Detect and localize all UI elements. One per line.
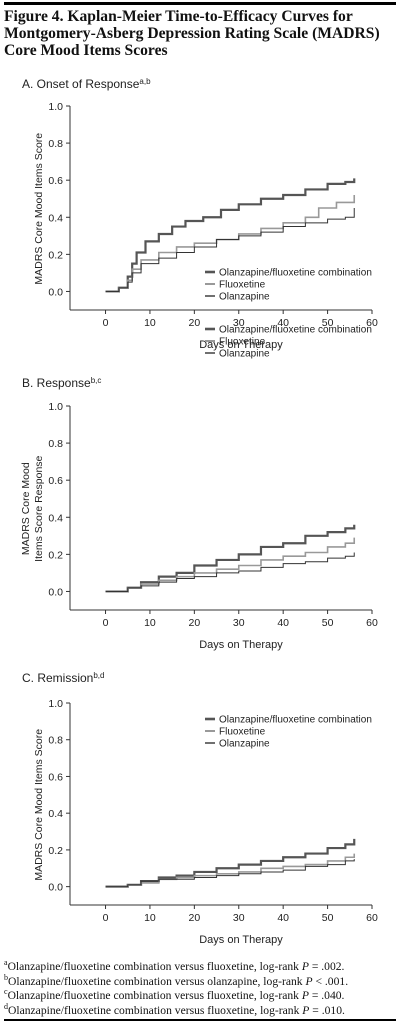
panel-title-superscript: b,d	[93, 671, 104, 680]
x-tick-label: 50	[322, 617, 334, 629]
y-tick-label: 0.6	[48, 175, 63, 187]
top-rule	[4, 2, 396, 5]
y-tick-label: 0.8	[48, 438, 63, 450]
y-tick-label: 0.8	[48, 138, 63, 150]
y-tick-label: 0.4	[48, 512, 63, 524]
x-tick-label: 40	[277, 912, 289, 924]
y-axis-label: Items Score Response	[33, 455, 45, 561]
x-axis-label: Days on Therapy	[199, 639, 283, 651]
legend-entry: Olanzapine/fluoxetine combination	[219, 268, 372, 279]
series-line	[105, 208, 355, 292]
series-line	[105, 552, 355, 592]
footnotes: aOlanzapine/fluoxetine combination versu…	[4, 958, 398, 1018]
series-line	[105, 838, 356, 888]
y-tick-label: 1.0	[48, 101, 63, 113]
footnote-b: bOlanzapine/fluoxetine combination versu…	[4, 972, 349, 988]
x-tick-label: 20	[189, 617, 201, 629]
x-tick-label: 0	[103, 617, 109, 629]
y-tick-label: 0.0	[48, 286, 63, 298]
x-tick-label: 50	[322, 912, 334, 924]
legend-entry: Olanzapine/fluoxetine combination	[219, 715, 372, 726]
x-tick-label: 50	[322, 317, 334, 329]
panel-title: B. Responseb,c	[22, 376, 101, 390]
panel-title-text: B. Response	[22, 376, 91, 390]
x-axis-label: Days on Therapy	[199, 934, 283, 946]
x-axis-label: Days on Therapy	[199, 339, 283, 351]
panel-title-superscript: a,b	[139, 77, 151, 86]
y-tick-label: 0.8	[48, 735, 63, 747]
panel-title-text: C. Remission	[22, 671, 93, 685]
x-tick-label: 60	[366, 317, 378, 329]
x-tick-label: 40	[277, 617, 289, 629]
series-line	[105, 524, 356, 593]
figure-title-line: Montgomery-Asberg Depression Rating Scal…	[4, 25, 380, 42]
x-tick-label: 20	[189, 912, 201, 924]
series-line	[105, 859, 355, 888]
x-tick-label: 60	[366, 617, 378, 629]
x-tick-label: 40	[277, 317, 289, 329]
y-axis-label: MADRS Core Mood Items Score	[33, 729, 45, 881]
x-tick-label: 60	[366, 912, 378, 924]
y-tick-label: 0.0	[48, 882, 63, 894]
series-line	[105, 537, 356, 593]
y-tick-label: 0.2	[48, 845, 63, 857]
y-tick-label: 1.0	[48, 698, 63, 710]
legend-entry: Olanzapine/fluoxetine combination	[219, 325, 372, 336]
legend-entry: Fluoxetine	[219, 727, 266, 738]
footnote-c: cOlanzapine/fluoxetine combination versu…	[4, 987, 345, 1003]
panel-title-superscript: b,c	[91, 376, 102, 385]
x-tick-label: 10	[144, 912, 156, 924]
figure-title: Figure 4. Kaplan-Meier Time-to-Efficacy …	[4, 8, 396, 59]
x-tick-label: 30	[233, 912, 245, 924]
x-tick-label: 20	[189, 317, 201, 329]
y-tick-label: 0.6	[48, 771, 63, 783]
series-line	[105, 178, 356, 293]
x-tick-label: 0	[103, 912, 109, 924]
y-tick-label: 0.6	[48, 475, 63, 487]
y-axis-label: MADRS Core Mood Items Score	[33, 133, 45, 285]
x-tick-label: 30	[233, 317, 245, 329]
y-tick-label: 0.4	[48, 808, 63, 820]
panel-title: C. Remissionb,d	[22, 671, 104, 685]
x-tick-label: 10	[144, 617, 156, 629]
footnote-a: aOlanzapine/fluoxetine combination versu…	[4, 958, 345, 973]
y-tick-label: 0.4	[48, 212, 63, 224]
footnote-d: dOlanzapine/fluoxetine combination versu…	[4, 1001, 345, 1017]
kaplan-meier-charts: A. Onset of Responsea,b 0.0 0.2 0.4 0.6 0.8 1.…	[20, 77, 378, 946]
y-tick-label: 0.2	[48, 249, 63, 261]
y-tick-label: 0.0	[48, 586, 63, 598]
bottom-rule	[4, 1019, 396, 1021]
panel-title: A. Onset of Responsea,b	[22, 77, 151, 91]
legend-entry: Fluoxetine	[219, 280, 266, 291]
y-tick-label: 0.2	[48, 549, 63, 561]
panel-title-text: A. Onset of Response	[22, 77, 140, 91]
legend-entry: Olanzapine	[219, 349, 270, 360]
legend-entry: Olanzapine	[219, 292, 270, 303]
legend-entry: Fluoxetine	[219, 337, 266, 348]
y-axis-label: MADRS Core Mood	[20, 462, 32, 555]
x-tick-label: 10	[144, 317, 156, 329]
x-tick-label: 30	[233, 617, 245, 629]
x-tick-label: 0	[103, 317, 109, 329]
figure-title-line: Core Mood Items Scores	[4, 42, 168, 59]
legend-entry: Olanzapine	[219, 739, 270, 750]
figure-title-line: Figure 4. Kaplan-Meier Time-to-Efficacy …	[4, 8, 353, 25]
y-tick-label: 1.0	[48, 401, 63, 413]
